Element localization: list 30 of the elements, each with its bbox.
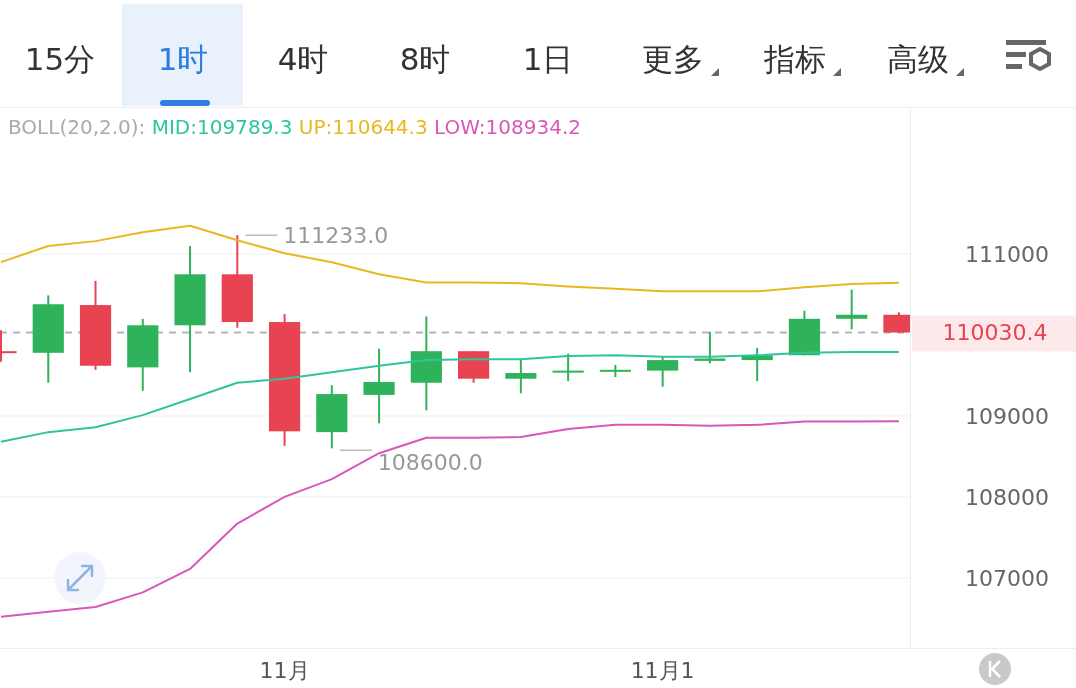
candlestick	[647, 355, 679, 388]
x-tick-label: 11月	[259, 658, 310, 683]
x-tick-label: 11月1	[630, 658, 695, 683]
text: UP:110644.3	[298, 115, 435, 139]
candlestick	[552, 352, 584, 383]
text: 1时	[157, 41, 209, 77]
line-series	[0, 351, 900, 443]
y-tick-label: 108000	[965, 484, 1049, 510]
line-series	[0, 420, 900, 618]
text: 1日	[522, 41, 574, 77]
ref-line-label: 110030.4	[942, 320, 1048, 346]
text: 更多	[642, 41, 704, 77]
annotation: 111233.0	[283, 222, 389, 248]
line-series	[0, 224, 900, 293]
candlestick	[836, 288, 868, 331]
text: 指标	[763, 41, 826, 77]
candlestick	[694, 330, 726, 365]
text: 8时	[399, 41, 451, 77]
text: LOW:108934.2	[434, 115, 581, 139]
text: 高级	[887, 41, 949, 77]
y-tick-label: 109000	[965, 403, 1049, 429]
annotation: 108600.0	[377, 450, 483, 476]
y-tick-label: 107000	[965, 565, 1049, 591]
text: 15分	[24, 41, 96, 77]
candlestick	[363, 347, 395, 425]
legend-title: BOLL(20,2.0):	[8, 115, 152, 139]
candlestick	[505, 358, 537, 395]
y-tick-label: 111000	[965, 241, 1049, 267]
text: 4时	[277, 41, 329, 77]
text: MID:109789.3	[151, 115, 299, 139]
